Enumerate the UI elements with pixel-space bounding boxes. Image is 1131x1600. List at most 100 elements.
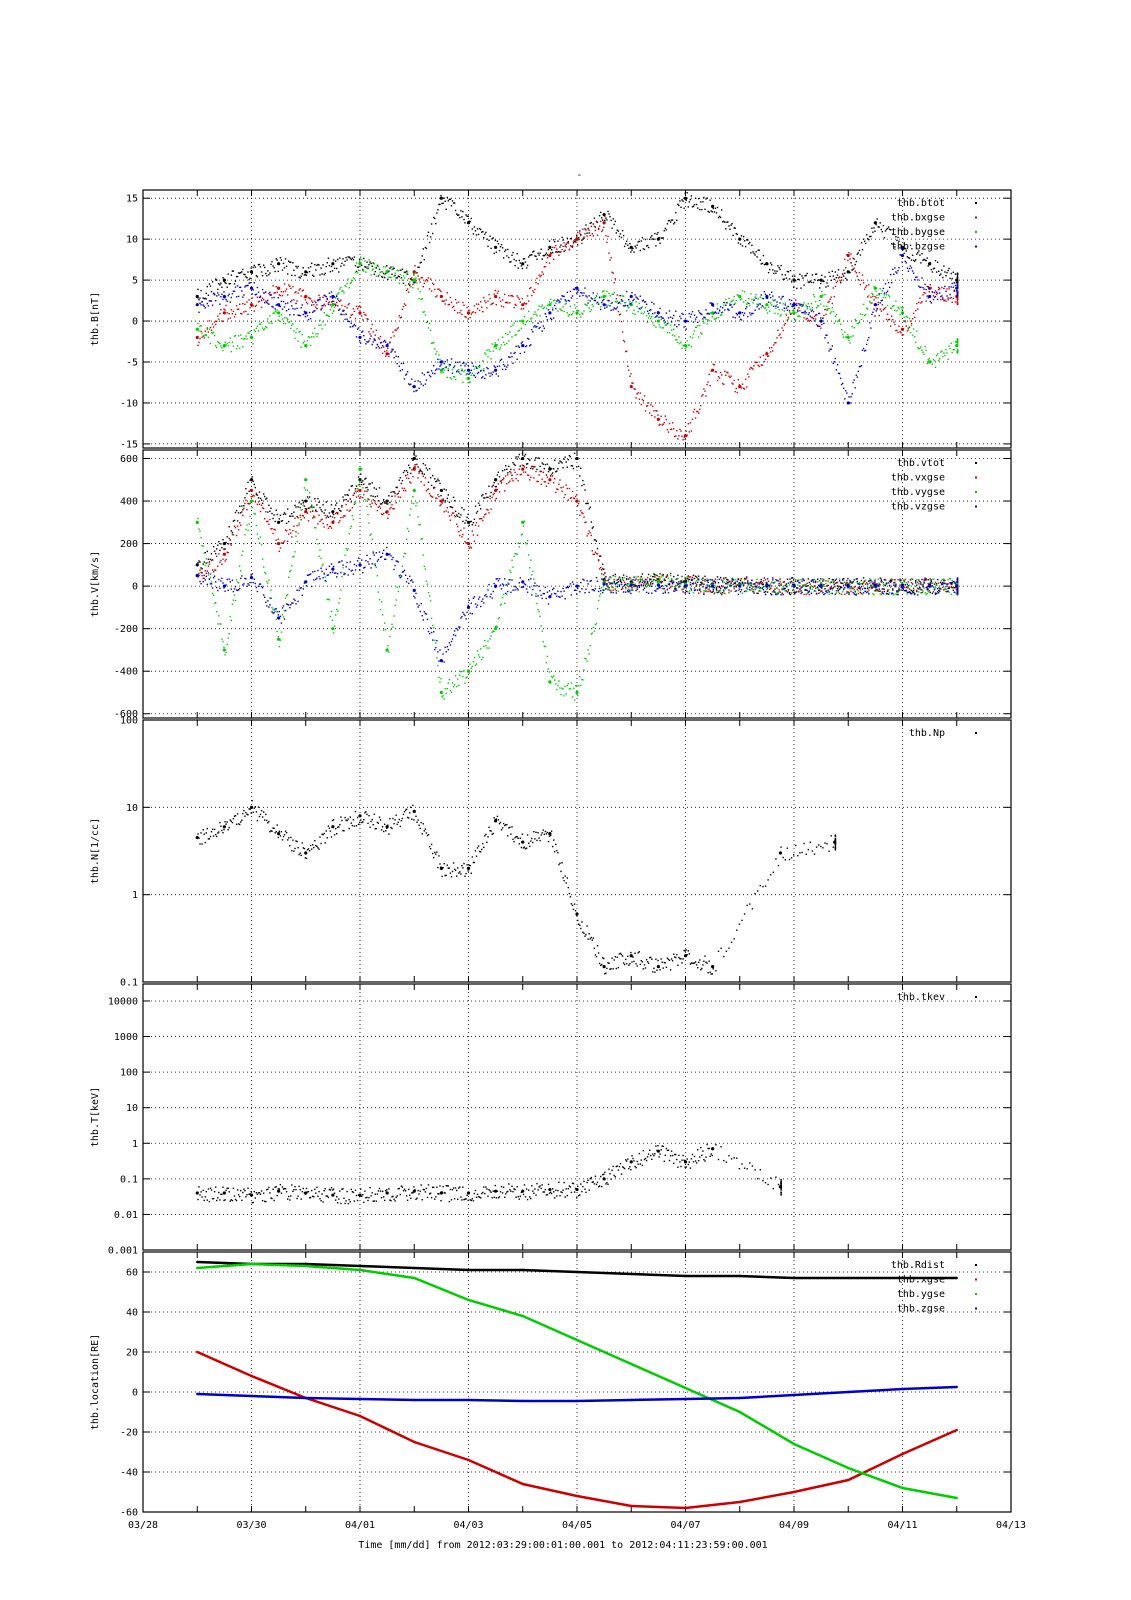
scatter-dot [817,325,819,327]
scatter-dot [201,332,203,334]
scatter-dot [526,264,529,267]
scatter-dot [742,314,745,316]
scatter-dot [646,582,649,584]
scatter-dot [452,202,455,204]
scatter-dot [398,315,400,317]
scatter-dot [702,201,704,203]
scatter-dot [410,472,412,475]
scatter-dot [562,245,564,248]
scatter-dot [784,302,786,304]
scatter-dot [653,238,655,240]
scatter-dot [894,267,896,269]
scatter-dot [313,516,315,519]
scatter-dot [616,294,618,296]
scatter-dot [895,583,897,585]
scatter-dot [237,529,240,531]
scatter-dot [377,337,380,339]
scatter-dot [728,225,730,227]
scatter-dot [955,290,958,292]
scatter-dot [392,491,394,493]
scatter-dot [290,515,292,517]
scatter-dot [870,327,872,329]
scatter-dot [264,302,266,304]
scatter-dot [297,292,299,294]
scatter-dot [765,297,768,299]
scatter-dot [524,324,527,326]
scatter-dot [874,590,876,592]
scatter-dot [569,305,572,308]
scatter-dot [796,302,798,305]
scatter-dot [719,306,722,308]
scatter-dot [782,588,784,590]
scatter-dot [292,307,294,310]
scatter-dot [801,312,803,314]
scatter-dot [620,588,623,590]
scatter-dot [629,243,631,245]
scatter-dot [427,231,430,233]
scatter-dot [929,262,931,264]
scatter-dot [945,290,947,292]
scatter-dot [302,267,304,269]
scatter-dot [506,255,508,257]
scatter-dot [343,313,345,316]
scatter-dot [756,256,758,258]
scatter-dot [269,597,271,599]
scatter-dot [629,375,631,377]
scatter-dot [458,512,460,515]
scatter-dot [501,479,504,481]
scatter-dot [323,273,325,276]
scatter-dot [368,483,370,485]
scatter-dot [597,227,600,230]
scatter-dot [716,308,719,310]
scatter-dot [896,239,898,242]
scatter-dot [197,297,199,299]
scatter-dot [312,274,314,276]
scatter-dot [239,303,241,305]
scatter-dot [908,317,911,320]
scatter-dot [620,300,623,302]
scatter-dot [433,365,435,367]
scatter-dot [919,297,921,299]
scatter-dot [752,312,754,315]
data-point [656,237,660,241]
scatter-dot [897,590,899,592]
scatter-dot [819,287,821,289]
scatter-dot [393,275,395,278]
scatter-dot [649,412,651,414]
scatter-dot [857,279,859,281]
scatter-dot [390,351,392,353]
scatter-dot [261,327,264,329]
scatter-dot [819,300,821,302]
scatter-dot [282,541,285,543]
scatter-dot [535,326,537,328]
scatter-dot [715,317,718,319]
scatter-dot [692,333,695,335]
scatter-dot [543,266,545,268]
scatter-dot [956,303,959,305]
scatter-dot [812,318,815,320]
scatter-dot [810,302,813,305]
scatter-dot [710,210,712,212]
scatter-dot [380,503,383,505]
scatter-dot [324,295,326,297]
scatter-dot [715,587,718,589]
scatter-dot [558,250,560,253]
scatter-dot [327,303,330,306]
scatter-dot [779,591,781,593]
scatter-dot [699,208,701,211]
scatter-dot [681,312,683,315]
scatter-dot [666,574,669,576]
scatter-dot [649,585,651,587]
scatter-dot [767,355,770,357]
scatter-dot [608,213,610,215]
scatter-dot [723,577,725,579]
scatter-dot [254,305,256,307]
scatter-dot [905,262,907,264]
scatter-dot [860,242,863,244]
scatter-dot [920,346,922,348]
scatter-dot [573,304,576,306]
scatter-dot [577,309,579,311]
scatter-dot [803,284,805,286]
scatter-dot [340,286,342,289]
scatter-dot [232,270,235,272]
